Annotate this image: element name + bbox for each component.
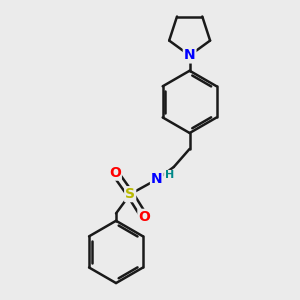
Text: O: O	[109, 166, 121, 180]
Text: N: N	[151, 172, 163, 186]
Text: N: N	[184, 48, 195, 62]
Text: H: H	[165, 170, 174, 181]
Text: O: O	[138, 210, 150, 224]
Text: S: S	[125, 187, 135, 201]
